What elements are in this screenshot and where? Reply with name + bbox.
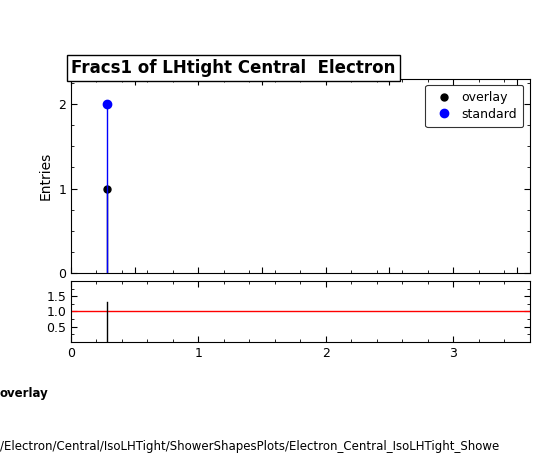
Text: overlay: overlay — [0, 387, 49, 400]
Text: /Electron/Central/IsoLHTight/ShowerShapesPlots/Electron_Central_IsoLHTight_Showe: /Electron/Central/IsoLHTight/ShowerShape… — [0, 440, 499, 453]
Legend: overlay, standard: overlay, standard — [425, 85, 524, 127]
Y-axis label: Entries: Entries — [39, 152, 52, 200]
Text: Fracs1 of LHtight Central  Electron: Fracs1 of LHtight Central Electron — [71, 59, 395, 77]
